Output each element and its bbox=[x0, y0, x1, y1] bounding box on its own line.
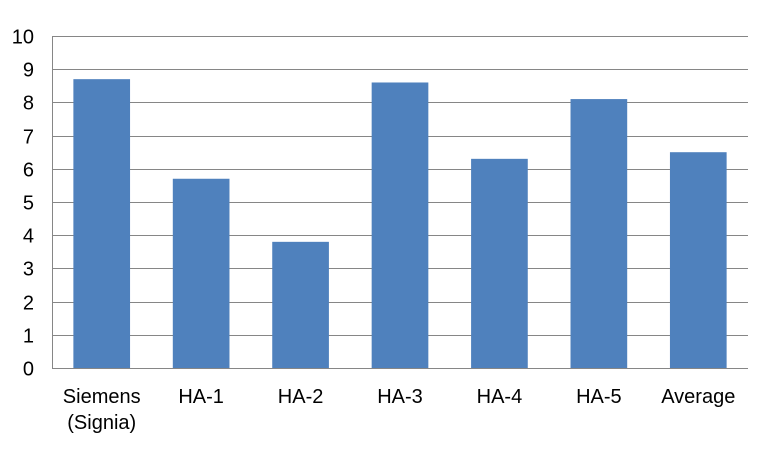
x-tick-label-2: HA-2 bbox=[278, 386, 324, 408]
y-tick-label-1: 1 bbox=[23, 326, 34, 348]
x-tick-label-3: HA-3 bbox=[377, 386, 423, 408]
bar-5 bbox=[570, 99, 628, 368]
bars bbox=[73, 79, 727, 368]
y-tick-label-5: 5 bbox=[23, 193, 34, 215]
x-tick-label-1: HA-1 bbox=[178, 386, 224, 408]
y-tick-label-6: 6 bbox=[23, 160, 34, 182]
y-tick-label-10: 10 bbox=[12, 27, 34, 49]
y-tick-label-9: 9 bbox=[23, 60, 34, 82]
y-tick-label-4: 4 bbox=[23, 226, 34, 248]
x-tick-label-6: Average bbox=[661, 386, 735, 408]
y-tick-label-7: 7 bbox=[23, 127, 34, 149]
x-tick-label-0-line-0: Siemens bbox=[63, 386, 141, 408]
x-tick-label-4: HA-4 bbox=[477, 386, 523, 408]
bar-4 bbox=[471, 158, 528, 368]
y-tick-label-0: 0 bbox=[23, 359, 34, 381]
y-tick-labels: 0 1 2 3 4 5 6 7 8 9 10 bbox=[12, 27, 34, 381]
bar-6 bbox=[669, 152, 727, 368]
bar-1 bbox=[172, 178, 230, 368]
y-tick-label-8: 8 bbox=[23, 93, 34, 115]
y-tick-label-2: 2 bbox=[23, 293, 34, 315]
bar-2 bbox=[272, 241, 329, 368]
bar-3 bbox=[371, 82, 429, 368]
bar-0 bbox=[73, 79, 131, 368]
x-tick-label-0-line-1: (Signia) bbox=[67, 412, 136, 434]
x-tick-label-5: HA-5 bbox=[576, 386, 622, 408]
y-tick-label-3: 3 bbox=[23, 259, 34, 281]
x-tick-labels: Siemens (Signia) HA-1 HA-2 HA-3 HA-4 HA-5 Avera… bbox=[63, 386, 736, 434]
axes bbox=[52, 36, 748, 369]
